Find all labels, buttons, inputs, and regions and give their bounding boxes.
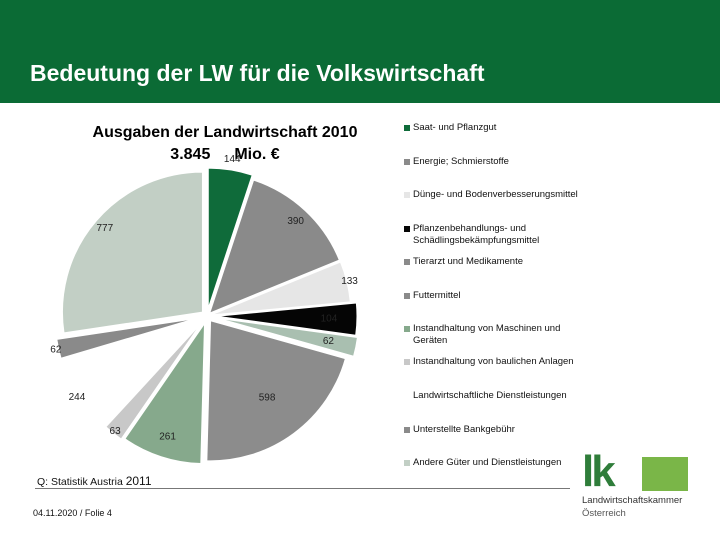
logo-mark: lk <box>582 447 616 496</box>
legend-label: Tierarzt und Medikamente <box>413 256 524 267</box>
source-prefix: Q: Statistik Austria <box>37 476 123 488</box>
slice-value-label: 133 <box>341 276 358 287</box>
legend-swatch <box>404 359 410 365</box>
legend-label: Andere Güter und Dienstleistungen <box>413 457 562 468</box>
legend-label: Pflanzenbehandlungs- und Schädlingsbekämp… <box>413 223 540 246</box>
chart-title-unit: Mio. € <box>234 146 280 163</box>
legend-swatch <box>404 460 410 466</box>
slice-value-label: 777 <box>96 223 113 234</box>
divider-line <box>35 488 570 489</box>
legend-swatch <box>404 125 410 131</box>
pie-slice <box>124 321 206 465</box>
pie-slice <box>210 261 351 316</box>
legend-swatch <box>404 326 410 332</box>
pie-slice <box>207 167 253 309</box>
legend-swatch <box>404 259 410 265</box>
logo-square <box>642 457 688 491</box>
slice-value-label: 63 <box>110 426 122 437</box>
legend-label: Saat- und Pflanzgut <box>413 122 497 133</box>
legend-swatch <box>404 293 410 299</box>
slice-value-label: 144 <box>224 154 241 165</box>
slice-value-label: 62 <box>323 336 335 347</box>
footer-date-slide: 04.11.2020 / Folie 4 <box>33 508 112 518</box>
legend-label: Dünge- und Bodenverbesserungsmittel <box>413 189 578 200</box>
chart-title-value: 3.845 <box>170 146 211 163</box>
logo-line1: Landwirtschaftskammer <box>582 495 683 506</box>
pie-slice <box>216 302 358 336</box>
slice-value-label: 390 <box>287 216 304 227</box>
source-note: Q: Statistik Austria 2011 <box>37 474 152 488</box>
chart-title-line1: Ausgaben der Landwirtschaft 2010 <box>92 124 358 141</box>
pie-slice <box>206 320 346 462</box>
pie-slice <box>105 323 202 440</box>
page-title: Bedeutung der LW für die Volkswirtschaft <box>30 60 485 86</box>
lk-logo: lk Landwirtschaftskammer Österreich <box>578 447 690 523</box>
chart-title-line2: 3.845 Mio. € <box>60 144 390 166</box>
legend-swatch <box>404 427 410 433</box>
legend-swatch <box>404 192 410 198</box>
legend-label: Instandhaltung von baulichen Anlagen <box>413 356 574 367</box>
source-year: 2011 <box>125 474 152 488</box>
slice-value-label: 261 <box>159 432 176 443</box>
legend-swatch <box>404 226 410 232</box>
pie-slice <box>218 317 359 357</box>
slice-value-label: 244 <box>69 392 86 403</box>
legend-label: Landwirtschaftliche Dienstleistungen <box>413 390 567 401</box>
legend-label: Futtermittel <box>413 290 461 301</box>
legend-swatch <box>404 159 410 165</box>
logo-line2: Österreich <box>582 508 626 519</box>
pie-slice <box>58 323 196 429</box>
slice-value-label: 104 <box>321 314 338 325</box>
legend-label: Energie; Schmierstoffe <box>413 156 509 167</box>
title-bar: Bedeutung der LW für die Volkswirtschaft <box>0 0 720 103</box>
legend-label: Instandhaltung von Maschinen und Geräten <box>413 323 561 346</box>
pie-slice <box>56 318 196 359</box>
legend-swatch <box>404 393 410 399</box>
chart-title: Ausgaben der Landwirtschaft 2010 3.845 Mi… <box>60 122 390 166</box>
pie-slice <box>61 171 203 334</box>
legend-label: Unterstellte Bankgebühr <box>413 424 515 435</box>
slice-value-label: 598 <box>259 392 276 403</box>
pie-slice <box>208 179 340 314</box>
slice-value-label: 62 <box>50 344 62 355</box>
